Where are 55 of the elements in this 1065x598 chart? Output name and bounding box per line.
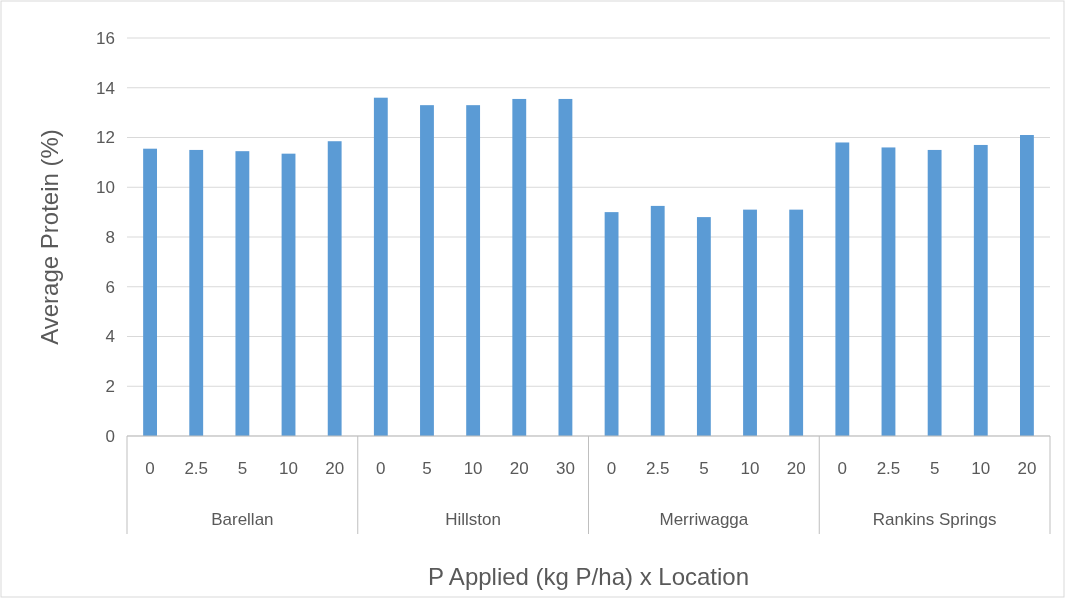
- y-tick-label: 6: [105, 277, 115, 297]
- bar: [143, 148, 157, 436]
- x-tick-label: 0: [837, 459, 848, 478]
- bar: [281, 153, 296, 436]
- text: Hillston: [445, 510, 501, 529]
- x-tick-label: 10: [279, 459, 298, 478]
- x-tick-label: 20: [786, 459, 806, 478]
- x-tick-label: 20: [325, 459, 345, 478]
- text: Barellan: [211, 510, 274, 529]
- x-tick-label: 0: [606, 459, 617, 478]
- bar: [235, 151, 250, 436]
- x-tick-label: 2.5: [645, 459, 670, 478]
- bar: [789, 209, 804, 436]
- bar: [650, 205, 665, 436]
- bar: [696, 217, 711, 436]
- bar: [327, 141, 342, 436]
- x-tick-label: 5: [699, 459, 709, 478]
- x-tick-label: 10: [740, 459, 760, 478]
- y-tick-label: 4: [105, 327, 115, 347]
- bar: [927, 149, 942, 436]
- y-tick-label: 16: [96, 28, 115, 48]
- x-tick-label: 0: [376, 459, 386, 478]
- bar: [512, 98, 527, 436]
- x-tick-label: 20: [1017, 459, 1037, 478]
- bar: [835, 142, 850, 436]
- bar: [881, 147, 896, 436]
- y-axis-title: Average Protein (%): [36, 129, 63, 345]
- text: Rankins Springs: [872, 510, 997, 529]
- x-tick-label: 0: [145, 459, 155, 478]
- x-tick-label: 2.5: [184, 459, 209, 478]
- bar: [604, 212, 619, 436]
- bar: [420, 105, 434, 436]
- bar: [973, 144, 988, 436]
- bar: [466, 105, 481, 436]
- bar: [189, 149, 204, 436]
- bar: [1020, 135, 1034, 436]
- y-tick-label: 12: [96, 128, 115, 148]
- x-tick-label: 10: [463, 459, 483, 478]
- y-tick-label: 0: [105, 426, 115, 446]
- bar: [743, 209, 757, 436]
- x-axis-title: P Applied (kg P/ha) x Location: [427, 563, 750, 590]
- text: Merriwagga: [659, 510, 749, 529]
- bar: [558, 98, 573, 436]
- x-tick-label: 2.5: [876, 459, 901, 478]
- y-tick-label: 8: [105, 227, 115, 247]
- x-tick-label: 30: [555, 459, 575, 478]
- x-tick-label: 5: [237, 459, 248, 478]
- y-tick-label: 14: [96, 78, 115, 98]
- bar: [373, 97, 388, 436]
- x-tick-label: 5: [929, 459, 940, 478]
- y-tick-label: 2: [105, 377, 115, 397]
- y-tick-label: 10: [96, 178, 115, 198]
- x-tick-label: 20: [509, 459, 529, 478]
- x-tick-label: 10: [971, 459, 991, 478]
- x-tick-label: 5: [422, 459, 432, 478]
